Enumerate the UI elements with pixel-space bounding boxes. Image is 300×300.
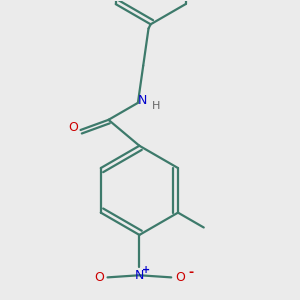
Text: O: O <box>68 122 78 134</box>
Text: O: O <box>175 271 185 284</box>
Text: +: + <box>142 265 150 275</box>
Text: -: - <box>189 266 194 279</box>
Text: N: N <box>135 269 144 282</box>
Text: O: O <box>94 271 104 284</box>
Text: H: H <box>152 101 160 111</box>
Text: N: N <box>137 94 147 107</box>
